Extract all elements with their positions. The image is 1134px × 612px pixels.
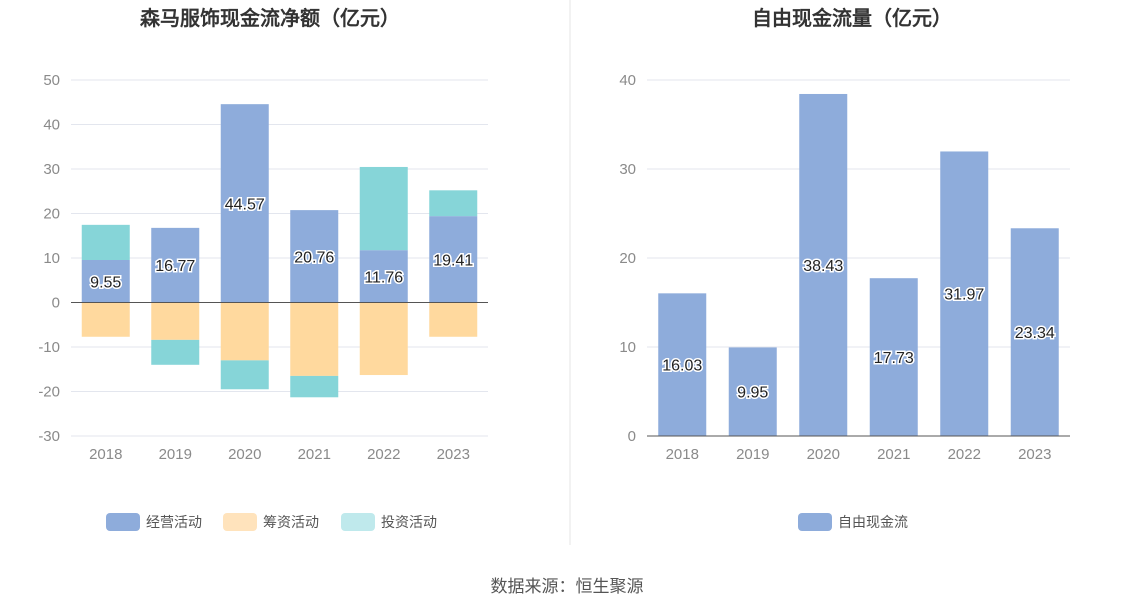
bar-2022-series-0[interactable] [940,151,989,437]
bar-2022-series-0[interactable] [359,250,408,303]
legend-item-investing[interactable]: 投资活动 [341,513,437,531]
y-tick-label: 10 [619,339,636,356]
data-label-2023: 23.34 [1015,325,1055,342]
right-chart-title: 自由现金流量（亿元） [752,6,952,30]
legend-swatch-investing [341,513,375,531]
y-tick-label: 20 [43,206,60,223]
data-label-2018: 9.55 [90,274,121,291]
x-tick-label: 2021 [298,446,331,463]
data-label-2022: 11.76 [364,269,403,286]
bar-2020-series-0[interactable] [799,93,848,437]
legend-label-financing: 筹资活动 [263,514,319,531]
y-tick-label: 30 [619,161,636,178]
data-label-2020: 38.43 [803,258,843,275]
bar-2019-series-1[interactable] [151,302,200,340]
bar-2021-series-2[interactable] [290,375,339,398]
bar-2019-series-0[interactable] [728,347,777,436]
y-tick-label: 40 [43,117,60,134]
x-tick-label: 2021 [877,446,910,463]
bar-2021-series-1[interactable] [290,302,339,376]
y-tick-label: 50 [43,72,60,89]
legend-swatch-operating [106,513,140,531]
legend-label-operating: 经营活动 [146,515,202,531]
left-chart-title: 森马服饰现金流净额（亿元） [140,6,400,30]
x-tick-label: 2018 [89,446,122,463]
bar-2018-series-0[interactable] [658,293,707,436]
legend-item-operating[interactable]: 经营活动 [106,513,202,531]
bar-2019-series-0[interactable] [151,227,200,303]
x-tick-label: 2022 [367,446,400,463]
y-tick-label: -20 [38,384,60,401]
right-legend: 自由现金流 [798,513,908,531]
legend-item-financing[interactable]: 筹资活动 [223,513,319,531]
left-axes: 50 40 30 20 10 0 -10 -20 -30 2018 2019 2020 2021 2022… [38,72,488,463]
legend-item-free-cash-flow[interactable]: 自由现金流 [798,513,908,531]
bar-2023-series-0[interactable] [1010,228,1059,436]
data-label-2020: 44.57 [225,196,265,213]
data-label-2022: 31.97 [944,287,984,304]
bar-2021-series-0[interactable] [869,278,918,436]
left-legend: 经营活动 筹资活动 投资活动 [106,513,437,531]
x-tick-label: 2019 [159,446,192,463]
bar-2018-series-0[interactable] [81,260,130,303]
right-gridlines [647,79,1070,437]
data-label-2021: 20.76 [294,249,334,266]
right-bars [658,93,1059,437]
legend-swatch-financing [223,513,257,531]
left-gridlines [71,79,488,437]
right-axes: 40 30 20 10 0 2018 2019 2020 2021 2022 2023 [619,72,1070,463]
right-data-labels: 16.03 9.95 38.43 17.73 31.97 23.34 [661,256,1057,403]
y-tick-label: 0 [628,428,636,445]
y-tick-label: 0 [52,295,60,312]
bar-2023-series-2[interactable] [429,190,478,217]
bar-2023-series-1[interactable] [429,302,478,337]
data-source: 数据来源：恒生聚源 [491,577,644,597]
data-label-2023: 19.41 [433,252,473,269]
x-tick-label: 2020 [228,446,261,463]
bar-2019-series-2[interactable] [151,339,200,365]
x-tick-label: 2022 [948,446,981,463]
data-label-2019: 9.95 [737,385,768,402]
y-tick-label: 40 [619,72,636,89]
left-data-labels: 9.55 16.77 44.57 20.76 11.76 19.41 [89,195,475,293]
y-tick-label: -30 [38,428,60,445]
legend-label-investing: 投资活动 [381,515,437,531]
bar-2022-series-1[interactable] [359,302,408,376]
x-tick-label: 2020 [807,446,840,463]
bar-2018-series-2[interactable] [81,224,130,261]
y-tick-label: 20 [619,250,636,267]
y-tick-label: -10 [38,339,60,356]
legend-label-free-cash-flow: 自由现金流 [838,515,908,531]
y-tick-label: 30 [43,161,60,178]
left-bars [81,104,478,398]
bar-2023-series-0[interactable] [429,216,478,303]
data-label-2018: 16.03 [662,358,702,375]
x-tick-label: 2018 [666,446,699,463]
y-tick-label: 10 [43,250,60,267]
bar-2021-series-0[interactable] [290,210,339,303]
bar-2018-series-1[interactable] [81,302,130,337]
x-tick-label: 2023 [1018,446,1051,463]
bar-2020-series-0[interactable] [220,104,269,303]
data-label-2021: 17.73 [874,350,914,367]
bar-2020-series-1[interactable] [220,302,269,361]
x-tick-label: 2023 [437,446,470,463]
x-tick-label: 2019 [736,446,769,463]
bar-2022-series-2[interactable] [359,166,408,251]
data-label-2019: 16.77 [155,258,195,275]
legend-swatch-free-cash-flow [798,513,832,531]
bar-2020-series-2[interactable] [220,360,269,390]
